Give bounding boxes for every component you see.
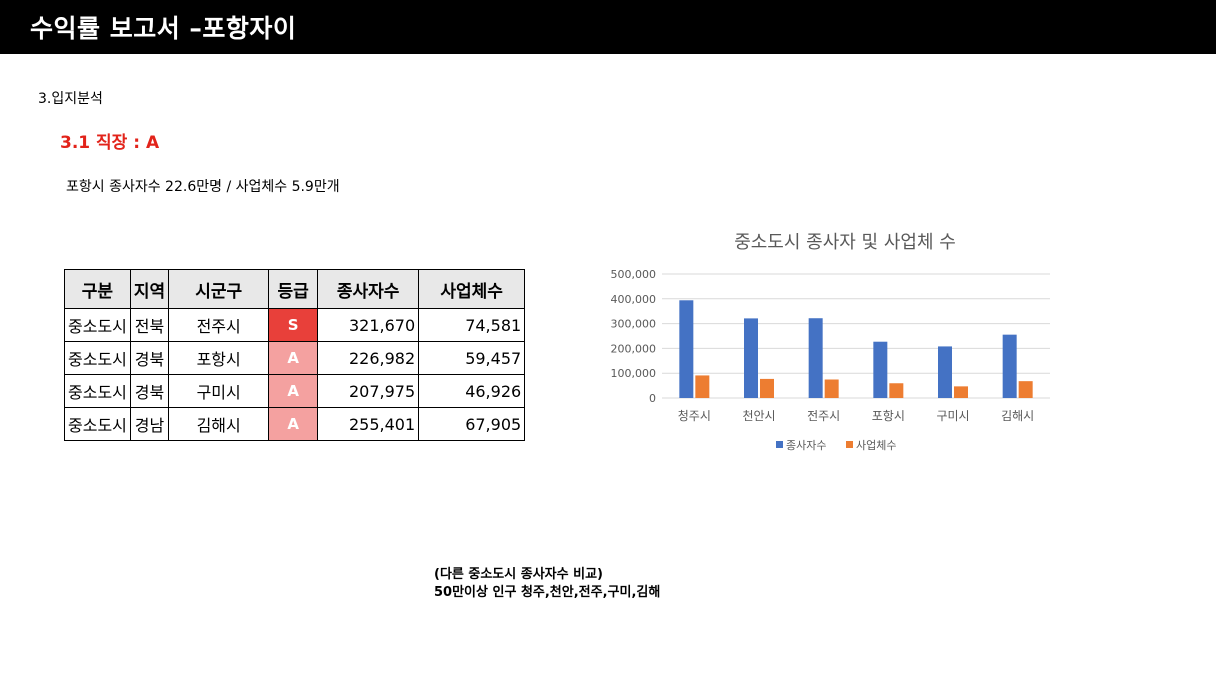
- bar-businesses: [889, 383, 904, 398]
- bar-workers: [744, 318, 758, 398]
- cell-businesses: 59,457: [418, 341, 526, 375]
- cell-businesses: 74,581: [418, 308, 526, 342]
- header-type: 구분: [64, 269, 131, 309]
- y-tick-label: 200,000: [611, 342, 657, 355]
- cell-region: 경남: [129, 407, 170, 441]
- header-workers: 종사자수: [317, 269, 420, 309]
- table-row: 중소도시 경북 구미시 A 207,975 46,926: [64, 374, 526, 408]
- cell-grade: S: [268, 308, 319, 342]
- chart-title: 중소도시 종사자 및 사업체 수: [734, 232, 956, 253]
- bar-businesses: [695, 375, 710, 398]
- cell-workers: 207,975: [317, 374, 420, 408]
- bar-workers: [1002, 334, 1017, 398]
- cell-workers: 255,401: [317, 407, 420, 441]
- cell-type: 중소도시: [64, 308, 131, 342]
- cell-type: 중소도시: [64, 374, 131, 408]
- legend-label: 사업체수: [856, 439, 896, 452]
- y-tick-label: 100,000: [611, 367, 657, 380]
- cell-grade: A: [268, 407, 319, 441]
- bar-workers: [938, 346, 952, 398]
- cell-type: 중소도시: [64, 407, 131, 441]
- bar-businesses: [760, 378, 774, 398]
- cell-city: 김해시: [168, 407, 270, 441]
- chart-container: 중소도시 종사자 및 사업체 수 0 100,000 200,000 300,000 4…: [600, 220, 1070, 460]
- note-line-1: (다른 중소도시 종사자수 비교): [434, 567, 603, 582]
- x-tick-label: 천안시: [742, 408, 775, 423]
- bar-businesses: [954, 386, 968, 398]
- cell-workers: 226,982: [317, 341, 420, 375]
- y-tick-label: 500,000: [611, 268, 657, 281]
- header-grade: 등급: [268, 269, 319, 309]
- comparison-note: (다른 중소도시 종사자수 비교) 50만이상 인구 청주,천안,전주,구미,김…: [434, 566, 660, 602]
- subsection-title: 3.1 직장 : A: [60, 133, 160, 153]
- x-tick-label: 포항시: [872, 409, 905, 423]
- bar-workers: [808, 318, 823, 398]
- title-bar: 수익률 보고서 –포항자이: [0, 0, 1216, 54]
- legend-swatch: [846, 441, 853, 448]
- legend-swatch: [776, 441, 783, 448]
- cell-grade: A: [268, 374, 319, 408]
- report-title: 수익률 보고서 –포항자이: [30, 14, 297, 43]
- cell-grade: A: [268, 341, 319, 375]
- x-tick-label: 전주시: [807, 409, 840, 423]
- table-row: 중소도시 경남 김해시 A 255,401 67,905: [64, 407, 526, 441]
- bar-workers: [679, 300, 694, 398]
- y-tick-label: 300,000: [611, 318, 657, 331]
- summary-text: 포항시 종사자수 22.6만명 / 사업체수 5.9만개: [66, 179, 340, 195]
- header-region: 지역: [129, 269, 170, 309]
- header-businesses: 사업체수: [418, 269, 526, 309]
- bar-chart: 0 100,000 200,000 300,000 400,000 500,000 청주시 천…: [611, 268, 1050, 452]
- cell-city: 구미시: [168, 374, 270, 408]
- header-city: 시군구: [168, 269, 270, 309]
- x-tick-label: 구미시: [936, 409, 969, 423]
- bar-businesses: [824, 379, 839, 398]
- cell-region: 경북: [129, 341, 170, 375]
- bar-businesses: [1018, 381, 1033, 398]
- section-title: 3.입지분석: [38, 91, 103, 107]
- cell-region: 경북: [129, 374, 170, 408]
- cell-businesses: 46,926: [418, 374, 526, 408]
- y-tick-label: 0: [649, 392, 656, 405]
- cell-city: 포항시: [168, 341, 270, 375]
- legend-label: 종사자수: [786, 439, 826, 452]
- table-header-row: 구분 지역 시군구 등급 종사자수 사업체수: [64, 269, 526, 309]
- cell-businesses: 67,905: [418, 407, 526, 441]
- bar-workers: [873, 341, 888, 398]
- grade-table: 구분 지역 시군구 등급 종사자수 사업체수 중소도시 전북 전주시 S 321…: [64, 269, 526, 441]
- table-row: 중소도시 경북 포항시 A 226,982 59,457: [64, 341, 526, 375]
- cell-workers: 321,670: [317, 308, 420, 342]
- table-row: 중소도시 전북 전주시 S 321,670 74,581: [64, 308, 526, 342]
- cell-type: 중소도시: [64, 341, 131, 375]
- note-line-2: 50만이상 인구 청주,천안,전주,구미,김해: [434, 585, 661, 600]
- x-tick-label: 김해시: [1001, 409, 1034, 423]
- x-tick-label: 청주시: [678, 409, 711, 423]
- y-tick-label: 400,000: [611, 293, 657, 306]
- cell-region: 전북: [129, 308, 170, 342]
- cell-city: 전주시: [168, 308, 270, 342]
